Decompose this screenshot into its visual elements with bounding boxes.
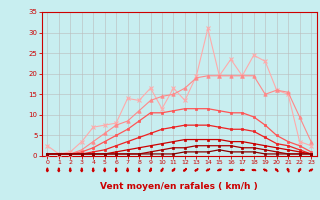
X-axis label: Vent moyen/en rafales ( km/h ): Vent moyen/en rafales ( km/h ) (100, 182, 258, 191)
